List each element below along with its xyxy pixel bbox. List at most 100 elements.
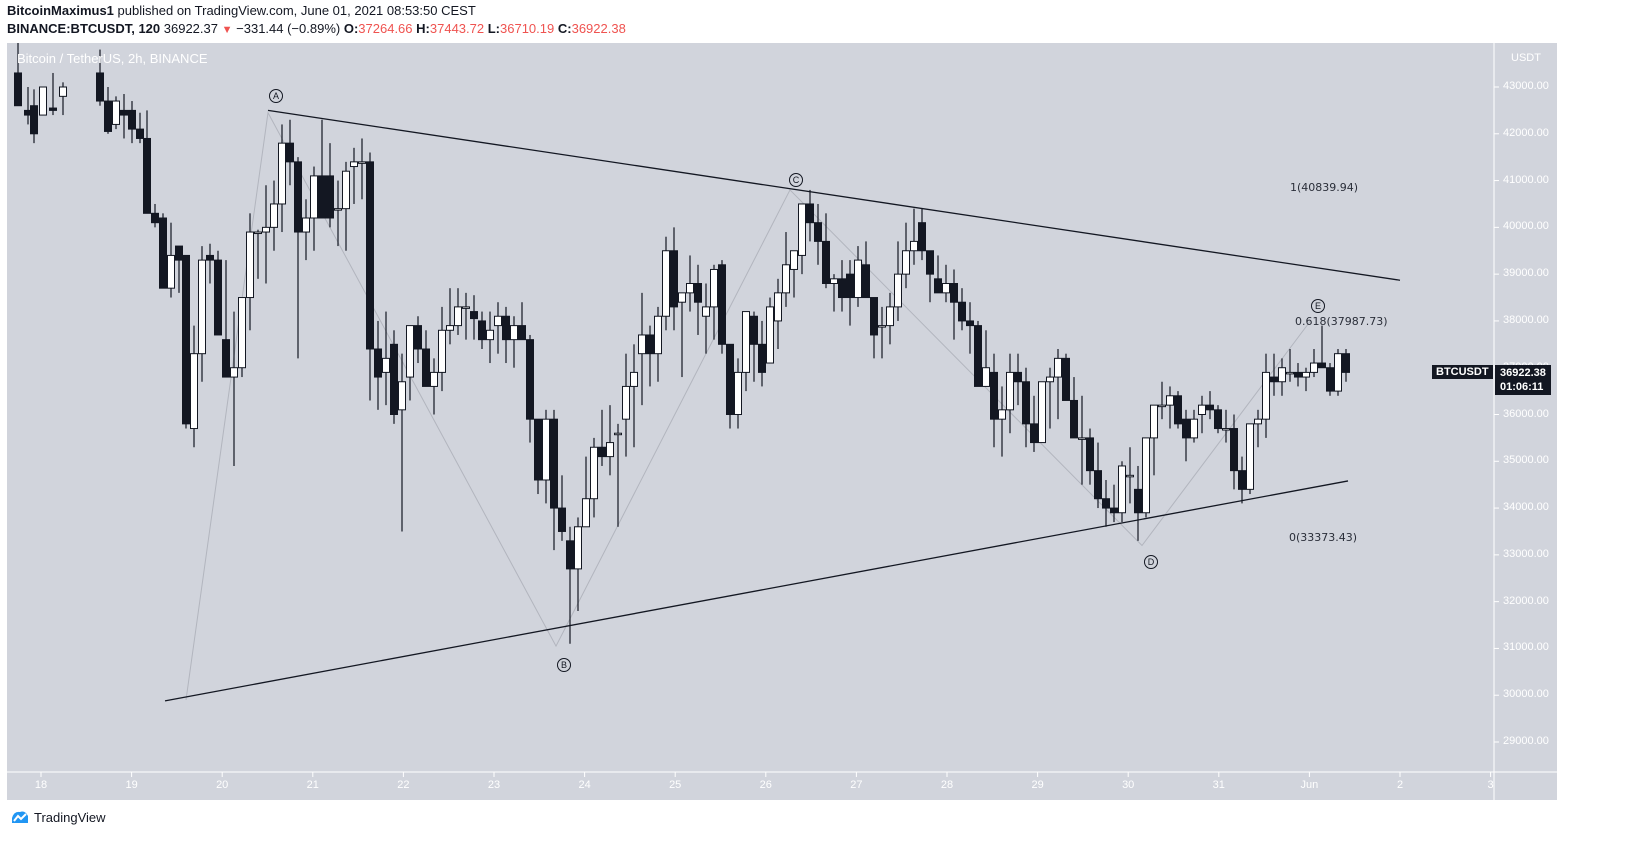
candle [1150,404,1158,439]
candle [766,306,774,364]
candle [1102,498,1110,509]
candle [1238,470,1246,490]
tradingview-footer[interactable]: TradingView [10,809,106,825]
candle [886,306,894,327]
candle [630,371,638,387]
candle [1318,362,1326,369]
candle [1014,371,1022,383]
candle [1182,418,1190,439]
candle [670,250,678,308]
price-tick-label: 32000.00 [1503,594,1549,607]
candlestick-plot[interactable] [7,43,1557,800]
candle [1134,488,1142,514]
wave-label-e[interactable]: E [1311,299,1325,313]
tradingview-logo-icon [12,811,28,823]
candle [1334,353,1342,392]
price-tick-label: 31000.00 [1503,641,1549,654]
candle [1118,465,1126,514]
ohlc-header: BINANCE:BTCUSDT, 120 36922.37 ▼ −331.44 … [7,21,626,36]
candle [934,278,942,294]
fib-level-1[interactable]: 1(40839.94) [1290,181,1359,194]
candle [143,137,151,214]
symbol-interval: BINANCE:BTCUSDT, 120 [7,21,161,36]
date-tick-label: 24 [578,779,591,791]
candle [120,109,128,116]
candle [534,418,542,481]
wave-label-c[interactable]: C [789,173,803,187]
date-tick-label: 19 [125,779,138,791]
upper-trendline[interactable] [267,109,1401,281]
candle [462,306,470,309]
chart-area[interactable]: Bitcoin / TetherUS, 2h, BINANCE USDT 290… [7,43,1557,800]
wave-zigzag-line[interactable] [185,111,1311,700]
candle [302,217,310,233]
candle [1254,418,1262,425]
candle [1166,395,1174,406]
candle [430,371,438,387]
wave-label-b[interactable]: B [557,658,571,672]
candle [598,446,606,458]
candle [982,367,990,387]
candle [1326,367,1334,392]
candle [1302,371,1310,378]
author-name[interactable]: BitcoinMaximus1 [7,3,114,18]
candle [1342,353,1350,373]
date-tick-label: 29 [1031,779,1044,791]
price-tick-label: 33000.00 [1503,547,1549,560]
candle [190,353,198,430]
candle [59,86,67,97]
fib-level-0[interactable]: 0(33373.43) [1289,531,1358,544]
candle [910,240,918,252]
price-tick-label: 29000.00 [1503,735,1549,747]
candle [1190,418,1198,439]
candle [830,278,838,284]
candle [486,329,494,341]
candle [1046,376,1054,383]
candle [678,292,686,303]
candle [902,250,910,275]
date-tick-label: 23 [487,779,501,791]
candle [286,142,294,163]
date-tick-label: 3 [1487,779,1494,791]
wave-label-d[interactable]: D [1144,555,1158,569]
candle [1094,470,1102,500]
price-tick-label: 38000.00 [1503,313,1549,326]
last-price-tag: 36922.38 01:06:11 [1495,365,1551,395]
candle [646,334,654,355]
candle [950,283,958,303]
open-value: 37264.66 [358,21,413,36]
candle [622,385,630,420]
candle [167,254,175,289]
candle [1038,381,1046,444]
candle [1278,367,1286,383]
candle [990,371,998,420]
candles [14,43,1350,644]
candle [1294,371,1302,378]
candle [39,86,47,116]
candle [694,283,702,303]
candle [582,498,590,528]
fib-level-0618[interactable]: 0.618(37987.73) [1295,315,1388,328]
candle [294,161,302,233]
candle [926,250,934,275]
date-tick-label: Jun [1300,779,1319,791]
candle [662,250,670,317]
candle [1206,404,1214,411]
date-tick-label: 20 [216,779,229,791]
candle [494,315,502,327]
candle [398,381,406,411]
candle [790,250,798,270]
candle [278,142,286,205]
candle [894,273,902,308]
candle [262,226,270,233]
candle [470,311,478,320]
wave-label-a[interactable]: A [269,89,283,103]
lower-trendline[interactable] [164,480,1349,702]
candle [270,203,278,228]
candle [798,203,806,256]
candle [510,325,518,341]
candle [774,292,782,322]
candle [878,325,886,328]
candle [1270,376,1278,383]
date-tick-label: 18 [34,779,48,791]
